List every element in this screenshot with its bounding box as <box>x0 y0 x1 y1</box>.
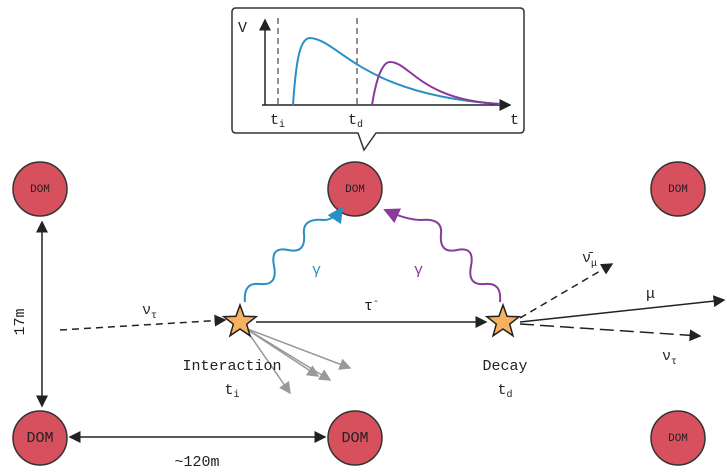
dom: DOM <box>12 161 68 217</box>
dom: DOM <box>650 410 706 466</box>
neutrino-label: ντ <box>662 348 677 368</box>
vertical-distance-label: 17m <box>12 308 29 335</box>
main: t <box>497 382 506 399</box>
horizontal-distance-label: ~120m <box>174 454 219 471</box>
sub: d <box>507 389 513 401</box>
tau-label: τ- <box>364 297 379 315</box>
main: τ <box>364 298 373 315</box>
photon-blue <box>243 206 344 303</box>
antineutrino-line <box>519 263 614 319</box>
decay-label: Decay <box>482 358 527 375</box>
photon-label: γ <box>414 262 423 279</box>
dom-label: DOM <box>26 430 53 447</box>
inset-ti: ti <box>270 112 285 131</box>
dom: DOM <box>650 161 706 217</box>
incoming-line <box>59 314 227 331</box>
main: t <box>348 112 357 129</box>
dom-label: DOM <box>341 430 368 447</box>
sup: - <box>373 297 379 308</box>
sub: d <box>357 119 363 131</box>
sub: i <box>234 389 240 401</box>
interaction-label: Interaction <box>182 358 281 375</box>
purple-curve <box>371 60 501 106</box>
neutrino-line <box>519 323 702 342</box>
photon-purple <box>383 208 502 303</box>
incoming-label: ντ <box>142 302 157 322</box>
sub: τ <box>671 357 677 368</box>
dom: DOM <box>327 161 383 217</box>
decay-star <box>486 304 520 337</box>
dom-label: DOM <box>668 433 688 445</box>
inset: V t ti td <box>231 7 525 152</box>
main: t <box>270 112 279 129</box>
sub: μ <box>591 259 597 270</box>
inset-x-label: t <box>510 112 519 129</box>
muon-label: μ <box>646 286 655 303</box>
decay-time: td <box>497 382 512 401</box>
main: t <box>224 382 233 399</box>
photon-label: γ <box>312 262 321 279</box>
dom: DOM <box>12 410 68 466</box>
dom: DOM <box>327 410 383 466</box>
main: ν̄ <box>582 250 593 267</box>
sub: i <box>279 119 285 131</box>
interaction-time: ti <box>224 382 239 401</box>
main: ν <box>142 302 151 319</box>
secondaries <box>244 327 352 395</box>
antineutrino-label: ν̄μ <box>582 250 597 270</box>
main: ν <box>662 348 671 365</box>
dom-label: DOM <box>30 184 50 196</box>
muon-line <box>519 295 726 323</box>
inset-td: td <box>348 112 363 131</box>
dom-label: DOM <box>345 184 365 196</box>
inset-y-label: V <box>238 20 247 37</box>
blue-curve <box>292 36 501 106</box>
dom-label: DOM <box>668 184 688 196</box>
sub: τ <box>151 311 157 322</box>
